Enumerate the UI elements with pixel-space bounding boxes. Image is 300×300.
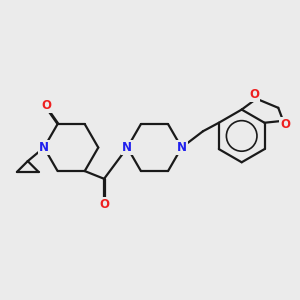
Text: O: O	[99, 198, 109, 211]
Text: O: O	[280, 118, 290, 131]
Text: O: O	[42, 99, 52, 112]
Text: N: N	[39, 141, 49, 154]
Text: N: N	[177, 141, 187, 154]
Text: O: O	[250, 88, 260, 100]
Text: N: N	[122, 141, 132, 154]
